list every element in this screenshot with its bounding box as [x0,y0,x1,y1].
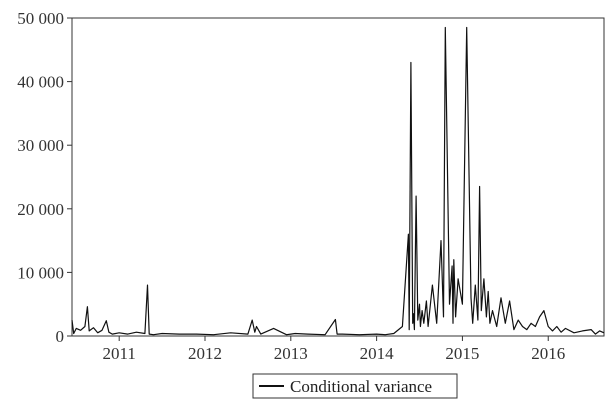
x-tick-label: 2012 [188,344,222,363]
y-tick-label: 10 000 [17,263,64,282]
x-axis: 2011 2012 2013 2014 2015 2016 [103,336,565,363]
y-tick-label: 20 000 [17,200,64,219]
y-tick-label: 50 000 [17,9,64,28]
x-tick-label: 2014 [360,344,395,363]
x-tick-label: 2016 [531,344,565,363]
y-tick-label: 30 000 [17,136,64,155]
legend-label-conditional-variance: Conditional variance [290,377,432,396]
y-tick-label: 0 [56,327,65,346]
plot-frame [71,17,605,337]
y-axis: 0 10 000 20 000 30 000 40 000 50 000 [17,9,72,346]
legend-box [252,373,458,399]
x-tick-label: 2011 [103,344,136,363]
series-layer [71,26,605,336]
legend: Conditional variance [252,373,458,399]
y-tick-label: 40 000 [17,73,64,92]
x-tick-label: 2015 [445,344,479,363]
series-line-0 [71,26,605,336]
x-tick-label: 2013 [274,344,308,363]
